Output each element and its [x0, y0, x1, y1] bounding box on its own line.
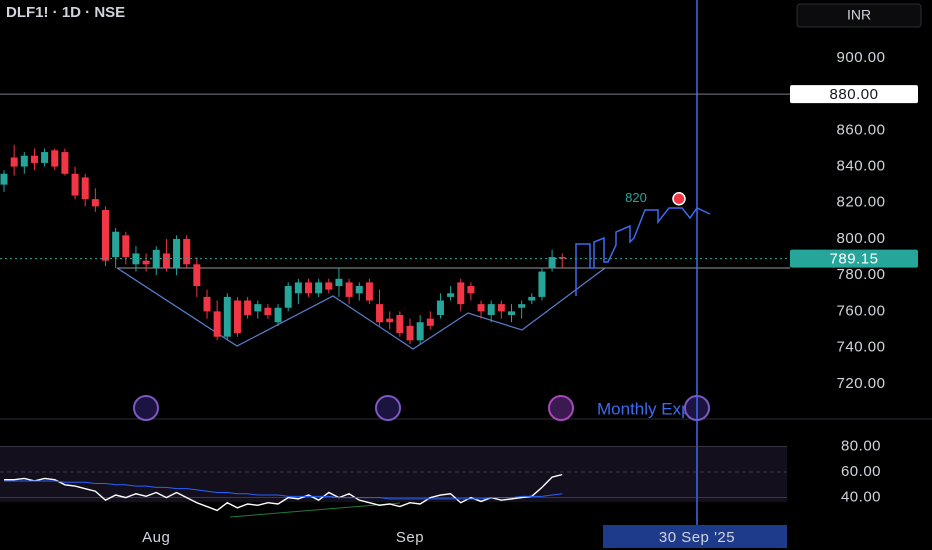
y-tick-label: 860.00	[837, 121, 886, 138]
candle-body	[447, 293, 455, 297]
last-price-box	[790, 249, 918, 268]
candle-body	[61, 152, 69, 174]
candle-body	[274, 307, 282, 323]
candle-body	[102, 210, 109, 261]
target-icon	[672, 192, 686, 206]
candle-body	[51, 150, 59, 167]
candle-body	[112, 231, 120, 258]
candle-body	[10, 157, 18, 167]
candle-body	[213, 311, 221, 337]
candle-body	[355, 286, 363, 294]
divergence-line	[229, 502, 401, 518]
rsi-ma-line	[4, 480, 563, 500]
candle-body	[548, 257, 556, 268]
x-tick-label: Sep	[396, 529, 424, 546]
candle-body	[30, 155, 38, 163]
candle-body	[386, 318, 394, 323]
y-tick-label: 820.00	[837, 194, 886, 211]
candle-body	[41, 152, 49, 163]
y-tick-label: 720.00	[837, 375, 886, 392]
candle-body	[254, 304, 262, 312]
candle-body	[406, 325, 414, 341]
y-tick-label: 840.00	[837, 158, 886, 175]
candle-body	[497, 304, 505, 312]
y-tick-label: 900.00	[837, 49, 886, 66]
candle-body	[203, 296, 211, 312]
y-tick-label: 60.00	[841, 463, 881, 480]
y-tick-label: 740.00	[837, 339, 886, 356]
currency-label[interactable]: INR	[847, 7, 871, 23]
candle-body	[305, 282, 312, 294]
price-line-label-box	[790, 85, 918, 104]
candle-body	[436, 300, 444, 315]
candle-body	[81, 177, 89, 200]
y-tick-label: 760.00	[837, 302, 886, 319]
candle-body	[20, 155, 28, 167]
chart-title: DLF1! · 1D · NSE	[6, 4, 125, 21]
event-icon[interactable]	[375, 395, 401, 421]
candle-body	[173, 238, 181, 268]
candle-body	[376, 304, 384, 323]
candle-body	[457, 282, 465, 305]
price-line-label: 880.00	[830, 86, 879, 103]
candle-body	[193, 264, 201, 287]
candle-body	[325, 282, 333, 290]
y-tick-label: 780.00	[837, 266, 886, 283]
currency-button[interactable]	[796, 3, 922, 28]
candle-body	[416, 322, 424, 341]
event-icon[interactable]	[133, 395, 159, 421]
candle-body	[264, 307, 272, 315]
candle-body	[91, 199, 99, 207]
candle-body	[284, 286, 292, 308]
candle-body	[558, 257, 566, 259]
last-price-label: 789.15	[830, 251, 879, 268]
candle-body	[315, 282, 323, 294]
candle-body	[71, 173, 79, 196]
projection-arrows	[575, 207, 711, 296]
candle-body	[477, 304, 485, 312]
cursor-label-box	[603, 525, 787, 548]
candle-body	[518, 304, 526, 308]
event-label: Monthly Expiry	[597, 399, 709, 418]
candle-body	[528, 296, 536, 301]
candle-body	[223, 296, 231, 337]
candle-body	[487, 304, 495, 315]
candle-body	[345, 282, 353, 297]
candle-body	[467, 286, 475, 294]
candle-body	[365, 282, 373, 301]
candle-body	[426, 318, 434, 326]
candle-body	[0, 173, 8, 185]
candle-body	[244, 300, 252, 315]
rsi-band	[0, 447, 787, 502]
target-label: 820	[625, 190, 647, 205]
x-tick-label: Aug	[142, 529, 170, 546]
y-tick-label: 800.00	[837, 230, 886, 247]
candle-body	[233, 300, 241, 334]
candle-body	[142, 260, 150, 265]
candle-body	[183, 238, 191, 265]
cursor-label: 30 Sep '25	[659, 529, 735, 546]
y-tick-label: 80.00	[841, 437, 881, 454]
candle-body	[162, 253, 170, 268]
y-tick-label: 40.00	[841, 489, 881, 506]
event-icon[interactable]	[548, 395, 574, 421]
candle-body	[508, 311, 515, 315]
candle-body	[335, 278, 343, 287]
pattern-line	[116, 267, 606, 350]
candle-body	[396, 315, 404, 334]
candle-body	[538, 271, 546, 297]
candle-body	[294, 282, 302, 294]
candle-body	[122, 235, 130, 258]
